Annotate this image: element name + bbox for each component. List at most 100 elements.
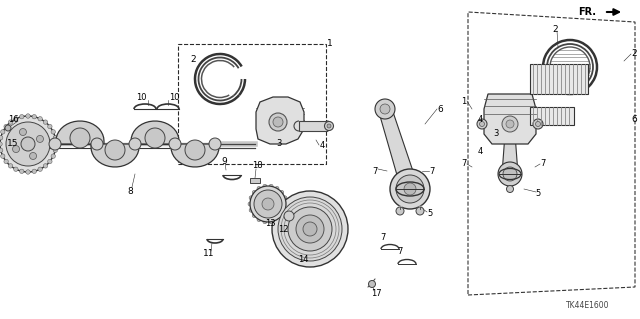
Polygon shape: [256, 97, 304, 144]
Circle shape: [506, 186, 513, 192]
Circle shape: [503, 167, 517, 181]
Circle shape: [369, 280, 376, 287]
Text: 6: 6: [437, 105, 443, 114]
Text: 7: 7: [429, 167, 435, 175]
Text: 1: 1: [327, 40, 333, 48]
Circle shape: [129, 138, 141, 150]
Circle shape: [48, 124, 52, 129]
Circle shape: [252, 213, 256, 218]
Text: 3: 3: [276, 139, 282, 149]
Circle shape: [278, 197, 342, 261]
Circle shape: [284, 202, 288, 206]
Circle shape: [283, 208, 287, 212]
Circle shape: [105, 140, 125, 160]
Circle shape: [257, 218, 261, 222]
Circle shape: [390, 169, 430, 209]
Circle shape: [477, 119, 487, 129]
Polygon shape: [378, 109, 419, 189]
Circle shape: [185, 140, 205, 160]
Circle shape: [396, 175, 424, 203]
Circle shape: [533, 119, 543, 129]
Text: 17: 17: [371, 290, 381, 299]
Circle shape: [70, 128, 90, 148]
Polygon shape: [131, 121, 179, 144]
Circle shape: [21, 137, 35, 151]
Circle shape: [249, 208, 253, 212]
Circle shape: [20, 115, 24, 119]
Circle shape: [0, 136, 3, 140]
Text: 4: 4: [319, 140, 324, 150]
Text: 11: 11: [204, 249, 215, 257]
Text: 5: 5: [428, 210, 433, 219]
Circle shape: [288, 207, 332, 251]
Circle shape: [29, 152, 36, 160]
Circle shape: [502, 116, 518, 132]
Text: TK44E1600: TK44E1600: [566, 300, 610, 309]
Circle shape: [32, 169, 36, 174]
Text: 3: 3: [493, 130, 499, 138]
Polygon shape: [56, 121, 104, 144]
Text: 15: 15: [7, 139, 19, 149]
Circle shape: [51, 154, 56, 158]
Circle shape: [5, 125, 11, 131]
Circle shape: [53, 136, 58, 140]
Circle shape: [0, 116, 56, 172]
Circle shape: [375, 99, 395, 119]
Text: 10: 10: [136, 93, 147, 101]
Text: 7: 7: [540, 160, 546, 168]
Circle shape: [26, 114, 30, 118]
Circle shape: [272, 191, 348, 267]
Text: 2: 2: [552, 25, 558, 33]
Text: 4: 4: [477, 115, 483, 123]
Circle shape: [269, 220, 273, 224]
Text: 6: 6: [631, 115, 637, 123]
Circle shape: [1, 130, 5, 134]
Text: 1: 1: [461, 97, 467, 106]
Text: 7: 7: [372, 167, 378, 175]
Circle shape: [257, 186, 261, 190]
Circle shape: [44, 164, 47, 168]
Circle shape: [249, 196, 253, 200]
Polygon shape: [484, 94, 536, 144]
Circle shape: [51, 130, 56, 134]
Circle shape: [263, 220, 267, 224]
Text: 2: 2: [190, 55, 196, 63]
Circle shape: [536, 122, 541, 127]
Circle shape: [404, 183, 416, 195]
Circle shape: [280, 213, 284, 218]
Circle shape: [275, 186, 279, 190]
Circle shape: [0, 142, 2, 146]
Circle shape: [13, 116, 18, 121]
Circle shape: [273, 117, 283, 127]
Text: 9: 9: [221, 157, 227, 166]
Circle shape: [283, 196, 287, 200]
Circle shape: [19, 129, 26, 136]
Circle shape: [91, 138, 103, 150]
Circle shape: [269, 113, 287, 131]
Circle shape: [1, 154, 5, 158]
Text: 2: 2: [631, 49, 637, 58]
Circle shape: [327, 124, 331, 128]
Text: 7: 7: [397, 248, 403, 256]
Circle shape: [13, 167, 18, 171]
Circle shape: [506, 120, 514, 128]
Circle shape: [416, 207, 424, 215]
Text: 12: 12: [278, 225, 288, 234]
Circle shape: [8, 120, 13, 124]
Text: 5: 5: [536, 189, 541, 198]
Circle shape: [498, 162, 522, 186]
Circle shape: [284, 211, 294, 221]
Circle shape: [248, 202, 252, 206]
Circle shape: [49, 138, 61, 150]
Text: 13: 13: [265, 219, 275, 227]
Bar: [250, 178, 260, 183]
Circle shape: [209, 138, 221, 150]
Text: 16: 16: [8, 115, 19, 123]
Circle shape: [36, 136, 44, 143]
Text: 4: 4: [477, 146, 483, 155]
Circle shape: [0, 148, 3, 152]
Circle shape: [324, 122, 333, 130]
Circle shape: [54, 142, 58, 146]
Text: 8: 8: [127, 187, 133, 196]
Circle shape: [303, 222, 317, 236]
